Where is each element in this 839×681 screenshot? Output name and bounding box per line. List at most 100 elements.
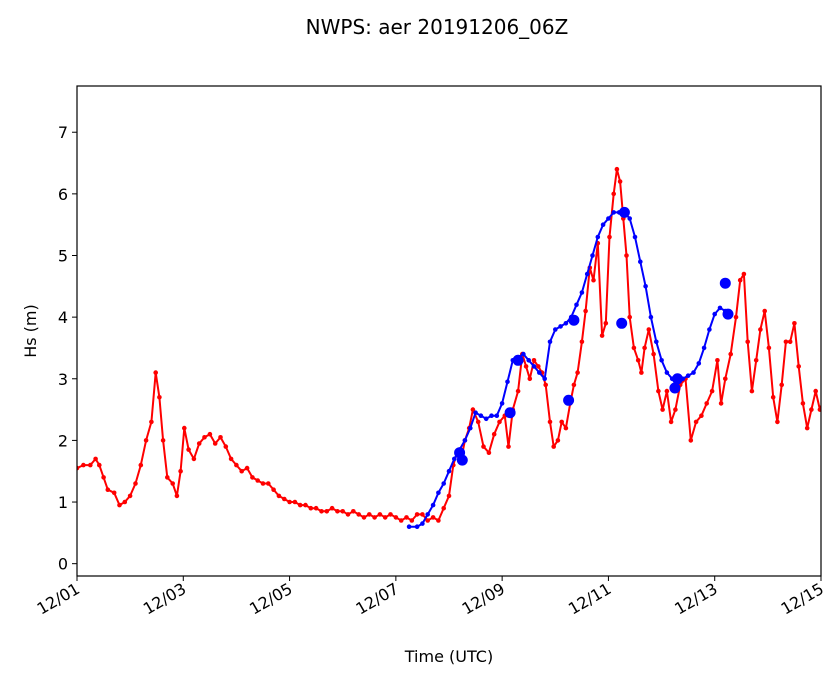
data-point-observed-58 [372, 515, 377, 520]
data-point-observed-20 [174, 493, 180, 499]
data-point-forecast-2 [420, 521, 425, 526]
data-point-observed-162 [830, 327, 835, 332]
data-point-observed-50 [329, 505, 335, 511]
data-point-observed-160 [822, 395, 827, 400]
data-point-forecast-3 [425, 512, 431, 517]
y-tick-label-3: 3 [58, 370, 68, 389]
data-point-observed-55 [356, 512, 362, 517]
data-point-observed-134 [709, 388, 715, 394]
data-point-observed-38 [266, 481, 271, 486]
data-point-observed-2 [88, 462, 93, 468]
x-tick-label-4: 12/05 [246, 579, 295, 619]
data-point-observed-32 [234, 462, 239, 468]
data-point-observed-40 [276, 493, 282, 499]
data-point-observed-37 [260, 481, 266, 486]
y-tick-label-0: 0 [58, 555, 68, 574]
data-point-forecast-43 [638, 259, 643, 265]
data-point-observed-17 [160, 438, 166, 443]
data-point-observed-5 [101, 475, 106, 480]
data-point-observed-7 [111, 490, 117, 496]
data-point-observed-70 [436, 518, 441, 523]
data-point-forecast-45 [648, 314, 654, 320]
data-point-observed-157 [809, 407, 814, 412]
data-point-forecast-26 [547, 339, 553, 345]
data-point-forecast-13 [478, 413, 484, 419]
data-point-forecast-6 [441, 481, 447, 486]
data-point-observed-24 [191, 456, 197, 462]
data-point-observed-91 [531, 358, 537, 363]
data-point-observed-154 [796, 364, 801, 369]
data-point-observed-64 [404, 515, 409, 520]
data-point-observed-136 [718, 401, 724, 406]
data-point-forecast-29 [563, 321, 569, 326]
data-point-observed-65 [409, 518, 415, 523]
data-point-observed-159 [817, 407, 821, 412]
data-point-forecast-11 [468, 425, 473, 431]
data-point-forecast-42 [632, 234, 638, 240]
data-point-observed-138 [728, 351, 733, 357]
data-point-observed-22 [182, 425, 187, 431]
data-point-observed-35 [250, 475, 255, 480]
data-point-observed-82 [491, 431, 497, 437]
data-point-observed-127 [673, 407, 678, 412]
data-point-observed-21 [178, 468, 183, 474]
data-point-forecast-38 [611, 210, 616, 215]
data-point-observed-87 [515, 388, 521, 394]
data-point-observed-96 [551, 444, 556, 449]
data-point-observed-83 [497, 419, 502, 425]
data-point-matched-1 [456, 454, 468, 466]
data-point-forecast-56 [707, 327, 712, 332]
data-point-observed-67 [420, 512, 425, 517]
data-point-matched-8 [669, 382, 681, 394]
data-point-observed-142 [745, 339, 750, 345]
x-axis-label: Time (UTC) [404, 647, 493, 666]
data-point-observed-10 [127, 493, 133, 499]
data-point-observed-56 [361, 515, 367, 520]
data-point-forecast-21 [521, 351, 526, 357]
data-point-forecast-28 [558, 324, 563, 329]
data-point-forecast-55 [701, 345, 707, 351]
data-point-observed-31 [228, 456, 234, 462]
data-point-forecast-44 [643, 284, 648, 289]
data-point-forecast-17 [499, 401, 505, 406]
data-point-observed-79 [475, 419, 481, 425]
data-point-observed-146 [762, 308, 767, 314]
data-point-forecast-22 [526, 358, 531, 363]
data-point-forecast-35 [595, 234, 601, 240]
data-point-observed-81 [486, 450, 492, 456]
data-point-observed-66 [414, 512, 420, 517]
data-point-observed-137 [723, 376, 728, 382]
data-point-matched-9 [672, 373, 683, 385]
data-point-observed-45 [303, 502, 308, 508]
data-point-observed-4 [97, 462, 102, 468]
data-point-forecast-25 [542, 376, 547, 382]
x-tick-label-8: 12/09 [459, 579, 508, 619]
data-point-observed-135 [715, 358, 720, 363]
data-point-observed-103 [579, 339, 585, 345]
data-point-observed-49 [324, 509, 330, 514]
data-point-observed-95 [547, 419, 553, 425]
data-point-observed-27 [207, 431, 213, 437]
data-point-observed-12 [138, 462, 144, 468]
data-point-observed-6 [105, 487, 111, 493]
data-point-observed-59 [377, 512, 383, 517]
data-point-observed-97 [555, 438, 561, 443]
data-point-forecast-1 [414, 524, 420, 529]
data-point-observed-99 [563, 425, 569, 431]
data-point-observed-1 [81, 462, 86, 468]
data-point-observed-98 [559, 419, 564, 425]
data-point-observed-14 [149, 419, 154, 425]
data-point-observed-80 [481, 444, 486, 449]
data-point-forecast-32 [579, 290, 585, 295]
data-point-observed-11 [133, 481, 138, 486]
plot-content [77, 166, 835, 529]
x-tick-label-2: 12/03 [140, 579, 189, 619]
data-point-forecast-5 [436, 490, 441, 496]
data-point-observed-53 [345, 512, 351, 517]
data-point-observed-101 [571, 382, 577, 388]
data-point-observed-52 [340, 509, 346, 514]
plot-frame [76, 85, 822, 577]
data-point-observed-111 [611, 191, 616, 197]
data-point-observed-120 [642, 345, 647, 351]
